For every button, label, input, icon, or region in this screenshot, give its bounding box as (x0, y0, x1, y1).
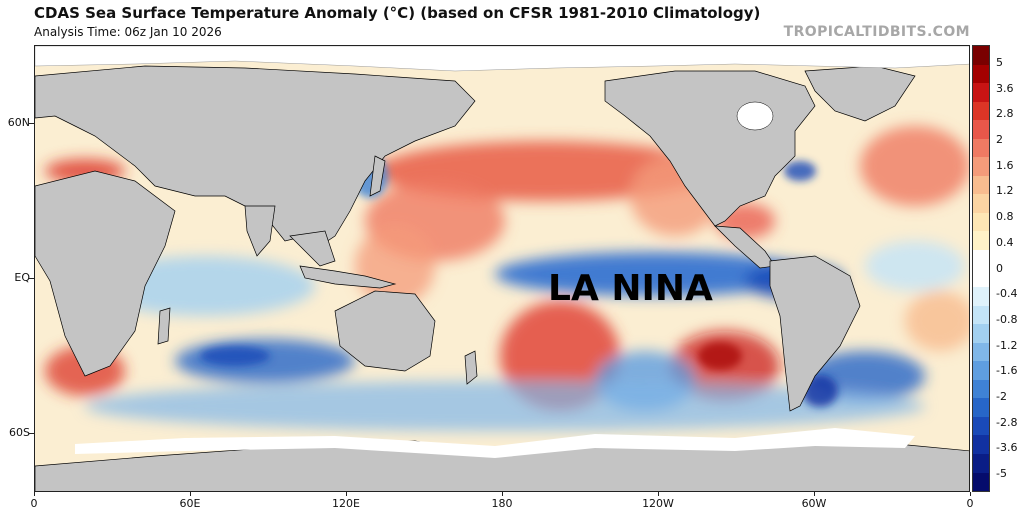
lon-tick-label: 0 (966, 497, 974, 510)
anomaly-warm-dot-se-pacific (698, 342, 742, 370)
anomaly-detail (200, 154, 838, 407)
colorbar-segment (973, 268, 989, 288)
colorbar-label: 0.4 (996, 235, 1014, 249)
anomaly-cold-tongue (495, 252, 815, 296)
colorbar-segment (973, 398, 989, 417)
colorbar-label: -0.4 (996, 287, 1018, 301)
land-africa (35, 170, 176, 377)
anomaly-cold-southern-ocean (85, 381, 925, 431)
lon-tick (190, 492, 191, 496)
lat-tick (29, 277, 34, 279)
la-nina-label: LA NINA (548, 268, 713, 309)
colorbar-segment (973, 64, 989, 84)
colorbar-label: -1.6 (996, 364, 1018, 378)
colorbar-segment (973, 361, 989, 380)
anomaly-cold-south-indian-core (200, 346, 270, 366)
colorbar-segment (973, 287, 989, 306)
lon-tick-label: 180 (491, 497, 513, 510)
lon-tick-label: 60W (801, 497, 827, 510)
colorbar-label: -0.8 (996, 312, 1018, 326)
colorbar-segment (973, 120, 989, 139)
colorbar-segment (973, 342, 989, 362)
lon-tick (502, 492, 503, 496)
colorbar-label: 2 (996, 133, 1003, 147)
lon-tick (346, 492, 347, 496)
colorbar-segment (973, 46, 989, 65)
land-india (244, 205, 276, 257)
colorbar-label: 0.8 (996, 210, 1014, 224)
land-indonesia (299, 265, 397, 289)
colorbar (972, 45, 990, 492)
anomaly-cold-gulfstream (784, 161, 816, 181)
colorbar-segment (973, 324, 989, 343)
colorbar-segment (973, 472, 989, 492)
map-title: CDAS Sea Surface Temperature Anomaly (°C… (34, 4, 761, 22)
lat-tick-label: EQ (14, 270, 30, 284)
colorbar-segment (973, 435, 989, 455)
lon-tick-label: 60E (179, 497, 201, 510)
colorbar-label: -2.8 (996, 415, 1018, 429)
analysis-time: Analysis Time: 06z Jan 10 2026 (34, 25, 222, 39)
colorbar-segment (973, 138, 989, 158)
colorbar-label: -5 (996, 467, 1007, 480)
lat-tick-label: 60N (7, 115, 30, 129)
colorbar-segment (973, 454, 989, 473)
land-new-zealand (464, 350, 478, 385)
land-se-asia (289, 230, 336, 267)
lon-tick-label: 120W (642, 497, 674, 510)
colorbar-label: 1.2 (996, 184, 1014, 198)
lon-tick (658, 492, 659, 496)
lat-tick-label: 60S (9, 425, 30, 439)
colorbar-segment (973, 157, 989, 176)
colorbar-segment (973, 416, 989, 436)
colorbar-label: 0 (996, 261, 1003, 275)
colorbar-label: 3.6 (996, 81, 1014, 95)
lon-tick (814, 492, 815, 496)
colorbar-label: 1.6 (996, 158, 1014, 172)
colorbar-segment (973, 250, 989, 269)
colorbar-label: -1.2 (996, 338, 1018, 352)
anomaly-cold-tropical-atlantic (865, 241, 965, 291)
colorbar-label: 2.8 (996, 107, 1014, 121)
lon-tick (34, 492, 35, 496)
colorbar-segment (973, 101, 989, 121)
colorbar-label: 5 (996, 56, 1003, 69)
site-brand: TROPICALTIDBITS.COM (783, 24, 970, 40)
land-masses (35, 65, 969, 491)
land-japan (369, 155, 386, 197)
colorbar-segment (973, 83, 989, 102)
colorbar-label: -3.6 (996, 441, 1018, 455)
anomaly-warm-north-atlantic (860, 126, 969, 206)
map-svg (35, 46, 969, 491)
land-south-america (769, 255, 861, 412)
colorbar-segment (973, 212, 989, 232)
colorbar-segment (973, 175, 989, 195)
hudson-bay (736, 101, 774, 131)
lon-tick-label: 0 (30, 497, 38, 510)
colorbar-segment (973, 379, 989, 399)
lat-tick (29, 432, 34, 434)
lat-tick (29, 122, 34, 124)
lon-tick (970, 492, 971, 496)
arctic-sea-ice (35, 46, 969, 72)
sst-anomaly-map (34, 45, 970, 492)
antarctic-sea-ice (75, 428, 915, 458)
anomaly-warm-atlantic-south (905, 291, 969, 351)
colorbar-label: -2 (996, 389, 1007, 403)
land-australia (334, 290, 436, 372)
lon-tick-label: 120E (332, 497, 360, 510)
land-madagascar (157, 307, 171, 345)
colorbar-segment (973, 194, 989, 213)
colorbar-segment (973, 231, 989, 251)
colorbar-segment (973, 305, 989, 325)
